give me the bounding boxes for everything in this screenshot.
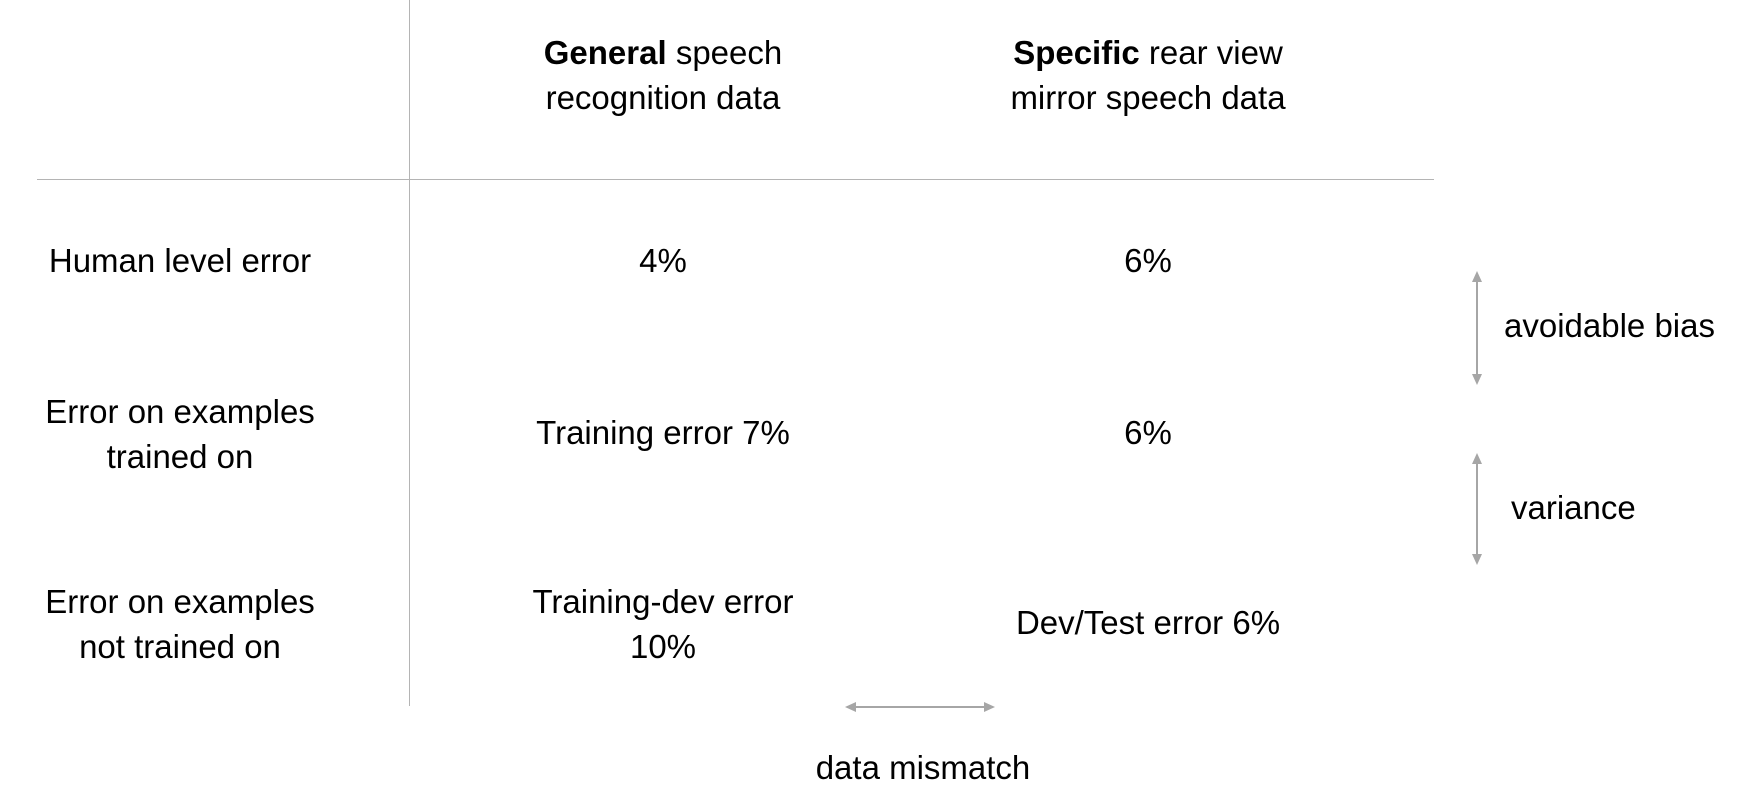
column-header-specific-rest: rear view (1139, 34, 1283, 71)
avoidable-bias-text: avoidable bias (1504, 307, 1715, 344)
avoidable-bias-label: avoidable bias (1504, 303, 1734, 348)
cell-not-trained-general-line2: 10% (629, 628, 697, 665)
data-mismatch-arrow (845, 702, 995, 712)
variance-label: variance (1511, 485, 1711, 530)
column-header-general-line2: recognition data (545, 79, 781, 116)
cell-not-trained-general: Training-dev error 10% (463, 579, 863, 669)
avoidable-bias-arrow (1472, 271, 1482, 385)
column-header-general-rest: speech (666, 34, 783, 71)
row-label-not-trained: Error on examples not trained on (20, 579, 340, 669)
cell-trained-specific: 6% (998, 410, 1298, 455)
variance-text: variance (1511, 489, 1636, 526)
row-label-not-trained-line2: not trained on (79, 628, 281, 665)
column-header-specific-line2: mirror speech data (1010, 79, 1286, 116)
cell-not-trained-specific-value: Dev/Test error 6% (1015, 604, 1281, 641)
data-mismatch-text: data mismatch (815, 749, 1031, 786)
cell-not-trained-specific: Dev/Test error 6% (948, 600, 1348, 645)
variance-arrow (1472, 453, 1482, 565)
header-divider-line (37, 179, 1434, 180)
row-label-human-level-error: Human level error (20, 238, 340, 283)
column-header-general: General speech recognition data (463, 30, 863, 120)
cell-human-specific: 6% (998, 238, 1298, 283)
cell-trained-general: Training error 7% (463, 410, 863, 455)
row-label-trained: Error on examples trained on (20, 389, 340, 479)
cell-not-trained-general-line1: Training-dev error (532, 583, 794, 620)
row-label-human-text: Human level error (48, 242, 312, 279)
cell-human-general-value: 4% (639, 242, 687, 279)
cell-human-general: 4% (513, 238, 813, 283)
cell-human-specific-value: 6% (1124, 242, 1172, 279)
column-header-specific-bold: Specific (1013, 34, 1140, 71)
data-mismatch-label: data mismatch (773, 745, 1073, 790)
cell-trained-general-value: Training error 7% (536, 414, 790, 451)
row-label-not-trained-line1: Error on examples (45, 583, 315, 620)
row-label-trained-line2: trained on (106, 438, 254, 475)
column-header-general-bold: General (543, 34, 667, 71)
cell-trained-specific-value: 6% (1124, 414, 1172, 451)
row-label-trained-line1: Error on examples (45, 393, 315, 430)
column-header-specific: Specific rear view mirror speech data (948, 30, 1348, 120)
column-divider-line (409, 0, 410, 706)
